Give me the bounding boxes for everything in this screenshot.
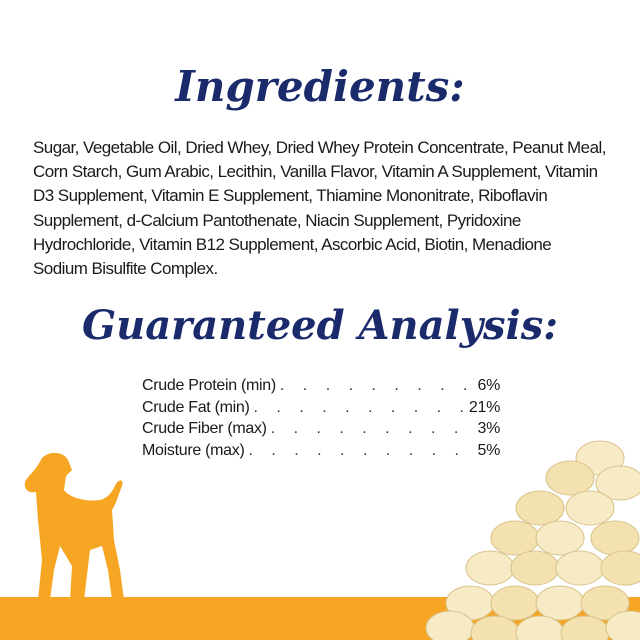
chip [555,550,605,586]
ingredients-line: Sugar, Vegetable Oil, Dried Whey, Dried … [33,138,606,157]
analysis-label: Moisture (max) [142,441,245,459]
ingredients-text: Sugar, Vegetable Oil, Dried Whey, Dried … [33,136,606,281]
chip [535,585,585,621]
ingredients-line: D3 Supplement, Vitamin E Supplement, Thi… [33,186,548,206]
leader-dots: . . . . . . . . . . . . . . . . . . . . [253,398,469,416]
ingredients-title: Ingredients: [175,62,465,111]
chips-image [425,440,640,640]
analysis-row: Crude Fiber (max). . . . . . . . . . . .… [142,418,500,440]
analysis-value: 3% [477,420,500,437]
analysis-table: Crude Protein (min). . . . . . . . . . .… [142,375,500,461]
chip [590,520,640,556]
dog-silhouette-icon [24,452,124,600]
leader-dots: . . . . . . . . . . . . . . . . . . . . [279,377,478,394]
chip [605,610,640,640]
chip [465,550,515,586]
analysis-label: Crude Fiber (max) [142,420,267,437]
ingredients-line: Supplement, d-Calcium Pantothenate, Niac… [33,210,521,230]
analysis-label: Crude Fat (min) [142,398,250,416]
analysis-row: Crude Fat (min). . . . . . . . . . . . .… [142,397,500,419]
chip [545,460,595,496]
chip [535,520,585,556]
chip [565,490,615,526]
chip [490,585,540,621]
chip [510,550,560,586]
analysis-label: Crude Protein (min) [142,377,276,394]
ingredients-line: Sodium Bisulfite Complex. [33,259,218,279]
analysis-row: Moisture (max). . . . . . . . . . . . . … [142,440,500,462]
chip [600,550,640,586]
leader-dots: . . . . . . . . . . . . . . . . . . . . [248,441,477,459]
analysis-value: 6% [477,377,500,394]
chip [425,610,475,640]
analysis-value: 5% [477,441,500,459]
analysis-title: Guaranteed Analysis: [82,302,558,349]
leader-dots: . . . . . . . . . . . . . . . . . . . . [270,420,478,437]
chip [595,465,640,501]
ingredients-line: Hydrochloride, Vitamin B12 Supplement, A… [33,234,552,254]
analysis-value: 21% [468,398,500,416]
chip [515,490,565,526]
ingredients-line: Corn Starch, Gum Arabic, Lecithin, Vanil… [33,162,598,182]
chip [580,585,630,621]
analysis-row: Crude Protein (min). . . . . . . . . . .… [142,375,500,397]
chip [490,520,540,556]
